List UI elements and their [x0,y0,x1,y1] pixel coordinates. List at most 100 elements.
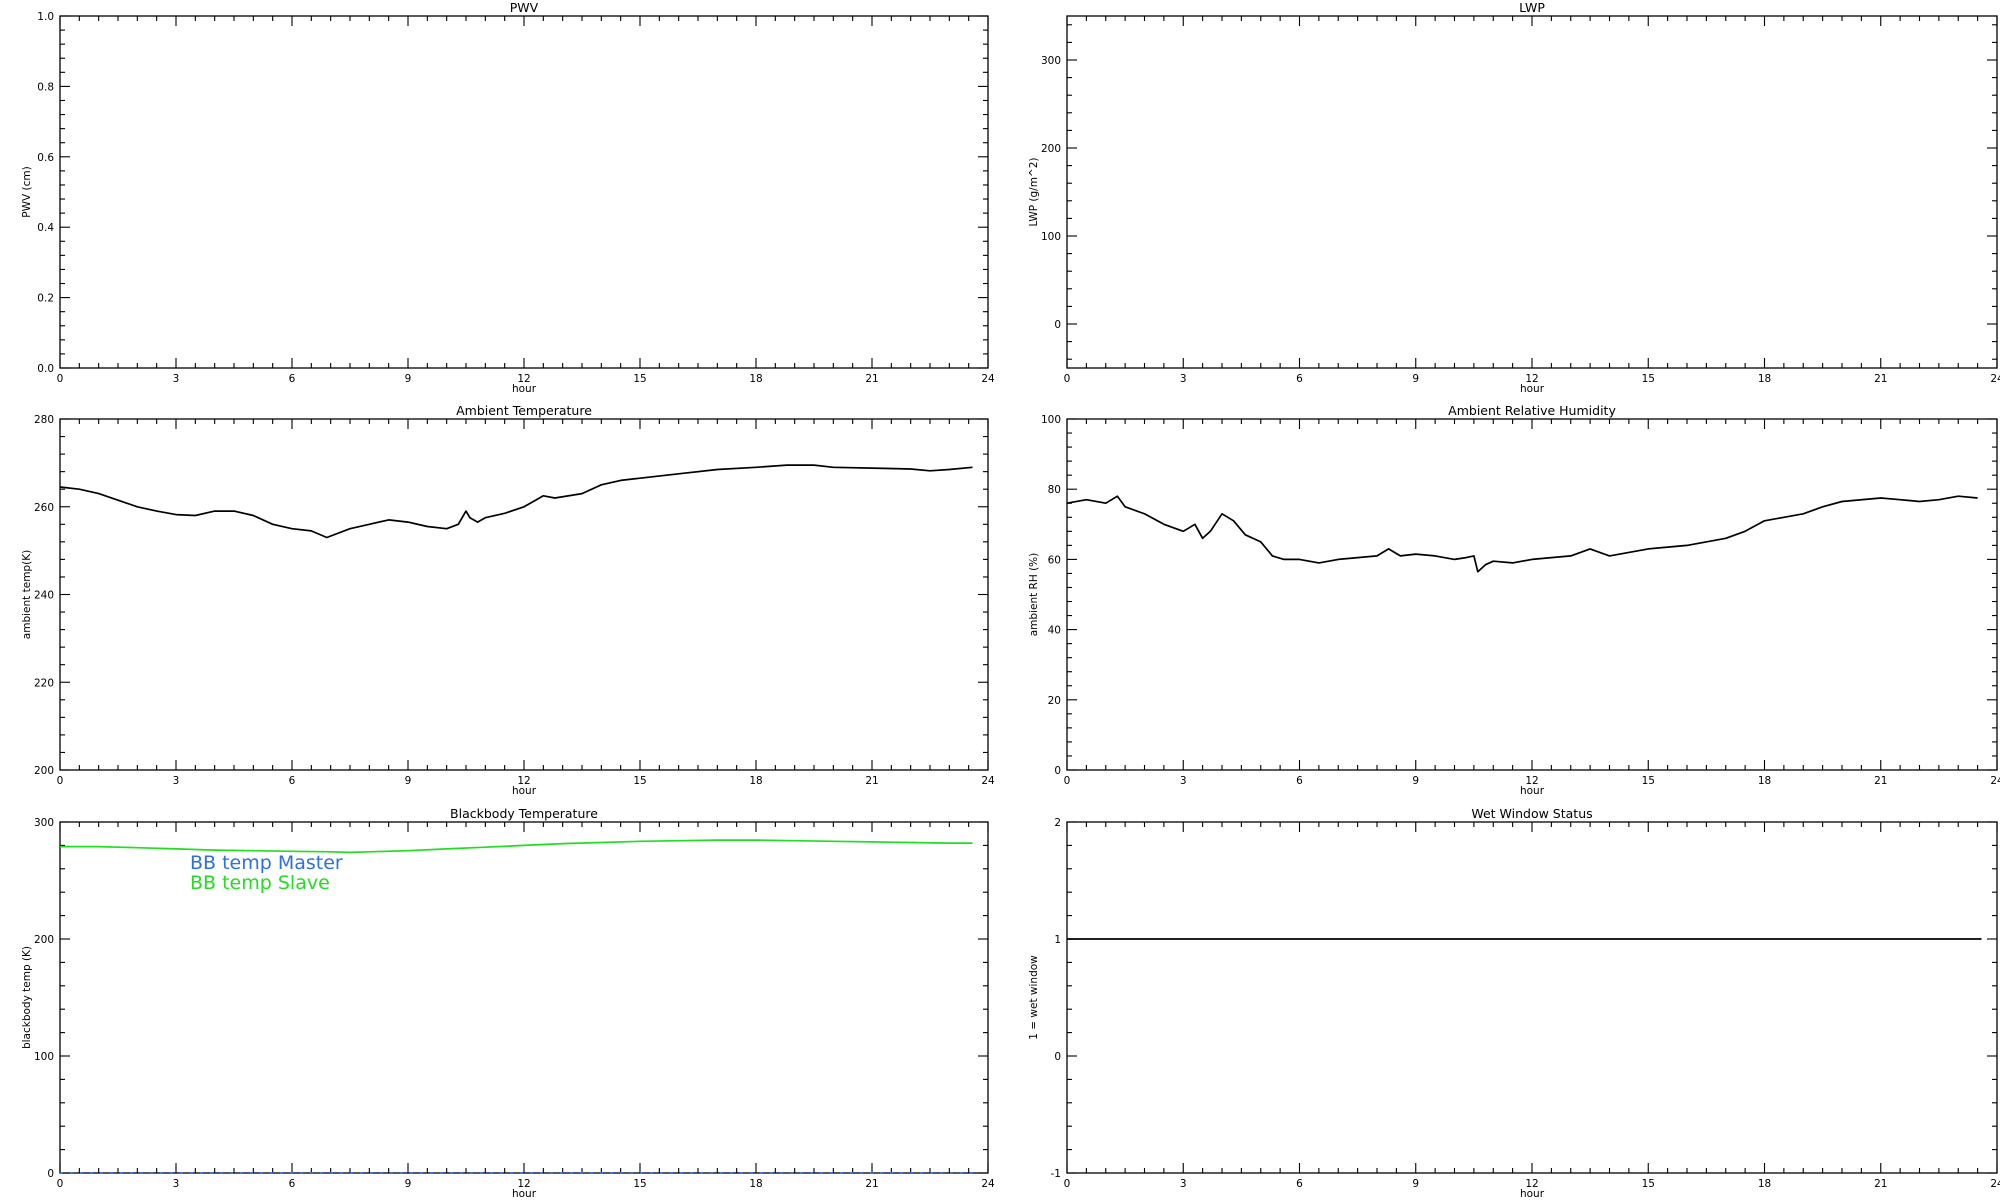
x-tick-label: 12 [517,775,530,787]
y-tick-label: 2 [1054,817,1061,829]
y-tick-label: 1.0 [37,11,54,23]
x-tick-label: 18 [749,775,762,787]
series-line-bb-temp-slave [60,839,973,854]
x-tick-label: 21 [865,1178,878,1190]
x-tick-label: 6 [1296,1178,1303,1190]
x-tick-label: 6 [289,373,296,385]
x-tick-label: 12 [517,373,530,385]
x-tick-label: 15 [1642,373,1655,385]
x-tick-label: 24 [1990,373,2000,385]
y-axis-label: 1 = wet window [1028,955,1040,1040]
x-axis-label: hour [1520,785,1545,797]
x-tick-label: 0 [1064,775,1071,787]
x-axis-label: hour [1520,383,1545,395]
x-tick-label: 15 [1642,775,1655,787]
y-tick-label: 40 [1048,625,1061,637]
x-tick-label: 24 [981,373,995,385]
x-tick-label: 18 [749,373,762,385]
legend-entry: BB temp Master [190,852,343,874]
x-tick-label: 0 [57,373,64,385]
y-tick-label: 260 [34,502,54,514]
series-line-1 [59,464,973,539]
x-tick-label: 18 [749,1178,762,1190]
x-tick-label: 6 [289,775,296,787]
x-tick-label: 9 [1412,775,1419,787]
x-tick-label: 15 [633,1178,646,1190]
x-tick-label: 12 [1525,775,1538,787]
x-tick-label: 15 [633,373,646,385]
y-tick-label: 300 [1041,55,1061,67]
x-tick-label: 24 [1990,1178,2000,1190]
blackbody-temperature-panel: 0 3 6 9 12 15 18 21 24 0 100 200 300 Blackbody Temper… [21,806,995,1200]
y-tick-label: 20 [1048,695,1061,707]
x-tick-label: 3 [1180,373,1187,385]
x-tick-label: 3 [173,775,180,787]
y-axis-label: ambient temp(K) [21,550,33,639]
x-tick-label: 3 [1180,1178,1187,1190]
ambient-temperature-panel: 0 3 6 9 12 15 18 21 24 200 220 240 260 280 Ambient Tem… [21,403,995,797]
x-tick-label: 18 [1758,1178,1771,1190]
x-tick-label: 12 [517,1178,530,1190]
chart-title: Blackbody Temperature [450,806,598,821]
x-axis-label: hour [512,1188,537,1200]
x-tick-label: 3 [173,373,180,385]
x-tick-label: 3 [1180,775,1187,787]
x-tick-label: 18 [1758,373,1771,385]
x-tick-label: 24 [981,775,995,787]
x-axis-label: hour [1520,1188,1545,1200]
x-tick-label: 0 [57,1178,64,1190]
chart-title: Wet Window Status [1471,806,1592,821]
y-tick-label: 0.6 [37,152,54,164]
y-tick-label: 0.4 [37,222,54,234]
y-tick-label: 240 [34,590,54,602]
y-tick-label: 100 [1041,414,1061,426]
y-tick-label: -1 [1051,1168,1061,1180]
x-tick-label: 9 [1412,1178,1419,1190]
pwv-panel: 0 3 6 9 12 15 18 21 24 0.0 0.2 0.4 0.6 0.8 1.0 PWV hour P… [21,0,995,395]
x-tick-label: 9 [405,1178,412,1190]
x-tick-label: 24 [1990,775,2000,787]
plot-frame [1066,15,1998,369]
ambient-relative-humidity-panel: 0 3 6 9 12 15 18 21 24 0 20 40 60 80 100 Ambient Relati… [1028,403,2000,797]
x-tick-label: 12 [1525,1178,1538,1190]
y-tick-label: 100 [34,1051,54,1063]
x-tick-label: 6 [1296,775,1303,787]
legend-entry: BB temp Slave [190,872,330,894]
y-tick-label: 200 [34,765,54,777]
x-axis-label: hour [512,785,537,797]
x-tick-label: 18 [1758,775,1771,787]
lwp-panel: 0 3 6 9 12 15 18 21 24 0 100 200 300 LWP hour LWP (g/m^… [1028,0,2000,395]
chart-title: Ambient Temperature [456,403,592,418]
x-tick-label: 15 [1642,1178,1655,1190]
y-tick-label: 0 [1054,1051,1061,1063]
y-axis-label: blackbody temp (K) [21,946,33,1049]
x-tick-label: 6 [289,1178,296,1190]
x-tick-label: 12 [1525,373,1538,385]
y-tick-label: 300 [34,817,54,829]
y-tick-label: 200 [34,934,54,946]
x-tick-label: 21 [1874,1178,1887,1190]
y-axis-label: PWV (cm) [21,166,33,217]
x-tick-label: 3 [173,1178,180,1190]
y-tick-label: 1 [1054,934,1061,946]
x-tick-label: 6 [1296,373,1303,385]
y-tick-label: 0 [1054,319,1061,331]
x-tick-label: 21 [865,373,878,385]
y-tick-label: 0.0 [37,363,54,375]
plot-frame [59,418,989,771]
x-tick-label: 21 [1874,775,1887,787]
plot-frame [1066,418,1998,771]
y-tick-label: 0.2 [37,293,54,305]
chart-title: Ambient Relative Humidity [1448,403,1616,418]
x-tick-label: 9 [405,775,412,787]
x-tick-label: 15 [633,775,646,787]
y-tick-label: 0 [1054,765,1061,777]
x-tick-label: 9 [405,373,412,385]
x-tick-label: 24 [981,1178,995,1190]
x-tick-label: 0 [1064,1178,1071,1190]
y-tick-label: 220 [34,677,54,689]
y-tick-label: 280 [34,414,54,426]
y-tick-label: 200 [1041,143,1061,155]
y-tick-label: 100 [1041,231,1061,243]
